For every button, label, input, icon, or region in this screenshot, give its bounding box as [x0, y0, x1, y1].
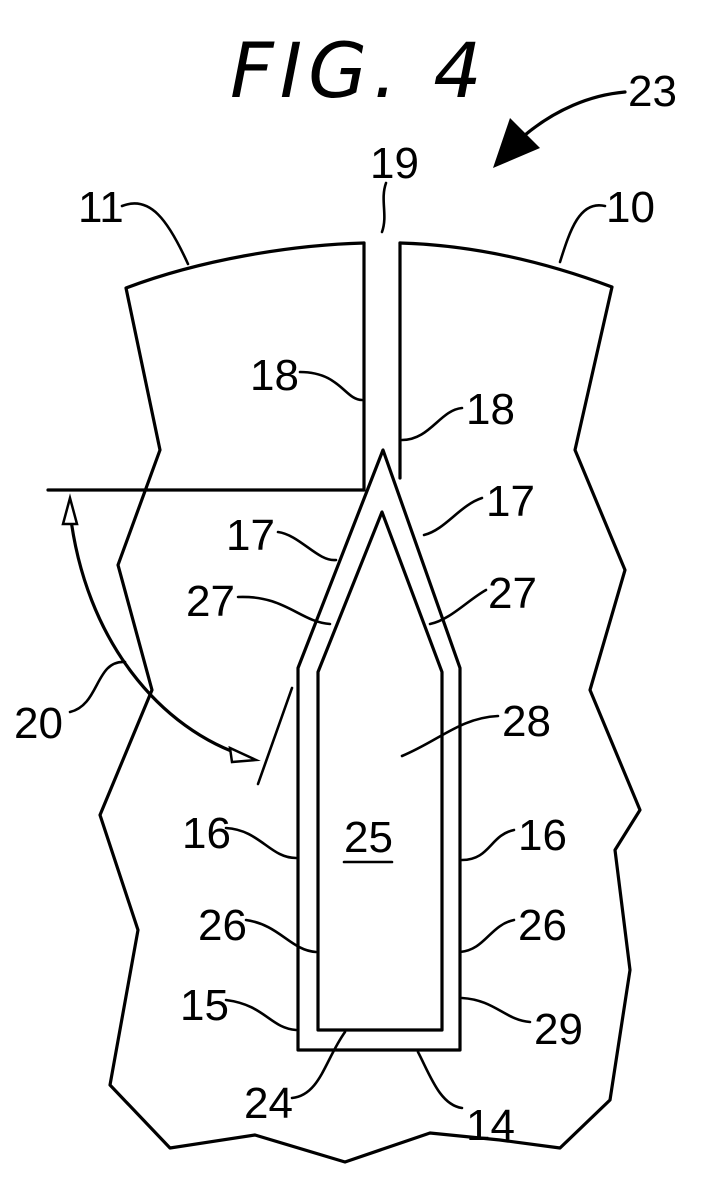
leader-26-right [460, 920, 514, 952]
label-11: 11 [78, 183, 124, 232]
label-16-right: 16 [518, 811, 567, 860]
outer-tip-shape [298, 450, 460, 1050]
leader-19 [382, 183, 386, 232]
inner-tip-shape [318, 512, 442, 1030]
leader-11 [122, 203, 188, 264]
leader-26-left [246, 920, 316, 952]
label-14: 14 [466, 1101, 515, 1150]
arrow-23-head [493, 118, 540, 168]
label-29: 29 [534, 1005, 583, 1054]
leader-16-right [462, 830, 514, 860]
label-26-left: 26 [198, 901, 247, 950]
label-23: 23 [628, 67, 677, 116]
label-17-right: 17 [486, 477, 535, 526]
label-20: 20 [14, 699, 63, 748]
label-27-left: 27 [186, 577, 235, 626]
leader-18-right [402, 408, 462, 440]
leader-15 [226, 1000, 296, 1030]
leader-17-right [424, 498, 482, 535]
angle-20-arc [70, 512, 248, 757]
angle-20-arrowhead-top [63, 498, 77, 524]
label-16-left: 16 [182, 809, 231, 858]
label-17-left: 17 [226, 511, 275, 560]
leader-18-left [300, 372, 362, 400]
figure-title: FIG. 4 [230, 26, 488, 115]
label-26-right: 26 [518, 901, 567, 950]
label-10: 10 [606, 183, 655, 232]
leader-20 [70, 662, 125, 712]
angle-line [258, 688, 292, 784]
angle-20-arrowhead-bottom [230, 748, 256, 762]
label-28: 28 [502, 697, 551, 746]
leader-16-left [226, 828, 296, 858]
arrow-23-shaft [525, 92, 625, 135]
leader-29 [462, 998, 530, 1022]
leader-27-left [238, 597, 330, 624]
leader-24 [292, 1032, 345, 1098]
leader-10 [560, 205, 605, 262]
label-25: 25 [344, 813, 393, 862]
leader-28 [402, 716, 498, 756]
label-18-right: 18 [466, 385, 515, 434]
leader-14 [418, 1052, 462, 1108]
leader-17-left [278, 532, 336, 560]
label-24: 24 [244, 1079, 293, 1128]
label-15: 15 [180, 981, 229, 1030]
label-19: 19 [370, 139, 419, 188]
label-27-right: 27 [488, 569, 537, 618]
label-18-left: 18 [250, 351, 299, 400]
